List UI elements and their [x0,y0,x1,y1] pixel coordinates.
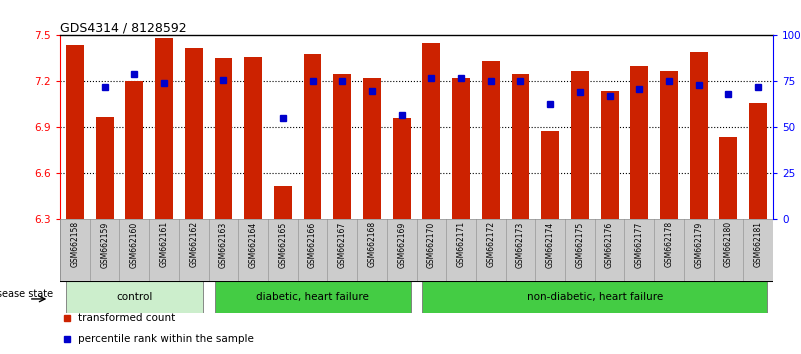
Text: GSM662162: GSM662162 [189,221,198,268]
Bar [512,74,529,219]
Bar [630,66,648,219]
Bar [126,81,143,219]
Text: GSM662173: GSM662173 [516,221,525,268]
Bar [244,57,262,219]
Text: GSM662181: GSM662181 [754,221,763,267]
Text: GSM662161: GSM662161 [159,221,168,268]
Bar [660,71,678,219]
Bar [274,186,292,219]
Bar [66,45,84,219]
Text: GSM662176: GSM662176 [605,221,614,268]
Bar [690,52,707,219]
Text: diabetic, heart failure: diabetic, heart failure [256,292,369,302]
Bar [392,118,411,219]
Text: GSM662174: GSM662174 [545,221,554,268]
Text: GSM662172: GSM662172 [486,221,495,268]
Bar [452,78,470,219]
Bar [482,62,500,219]
Text: GSM662170: GSM662170 [427,221,436,268]
Text: GSM662163: GSM662163 [219,221,228,268]
Text: GSM662167: GSM662167 [338,221,347,268]
Text: GSM662179: GSM662179 [694,221,703,268]
Text: GDS4314 / 8128592: GDS4314 / 8128592 [60,21,187,34]
Bar [304,54,321,219]
Bar [215,281,411,313]
Bar [333,74,351,219]
Bar [422,281,767,313]
Bar [422,43,441,219]
Bar [215,58,232,219]
Bar [185,48,203,219]
Text: non-diabetic, heart failure: non-diabetic, heart failure [526,292,663,302]
Text: disease state: disease state [0,289,54,298]
Text: GSM662158: GSM662158 [70,221,79,268]
Text: GSM662165: GSM662165 [279,221,288,268]
Text: GSM662180: GSM662180 [724,221,733,268]
Bar [66,281,203,313]
Bar [541,131,559,219]
Bar [155,39,173,219]
Text: GSM662177: GSM662177 [635,221,644,268]
Bar [749,103,767,219]
Text: GSM662160: GSM662160 [130,221,139,268]
Text: GSM662164: GSM662164 [248,221,258,268]
Bar [719,137,738,219]
Bar [363,78,381,219]
Text: GSM662168: GSM662168 [368,221,376,268]
Text: GSM662169: GSM662169 [397,221,406,268]
Text: GSM662159: GSM662159 [100,221,109,268]
Text: transformed count: transformed count [78,313,175,323]
Text: GSM662171: GSM662171 [457,221,465,268]
Text: GSM662166: GSM662166 [308,221,317,268]
Text: control: control [116,292,152,302]
Bar [96,117,114,219]
Text: percentile rank within the sample: percentile rank within the sample [78,334,254,344]
Bar [601,91,618,219]
Bar [571,71,589,219]
Text: GSM662178: GSM662178 [665,221,674,268]
Text: GSM662175: GSM662175 [575,221,585,268]
